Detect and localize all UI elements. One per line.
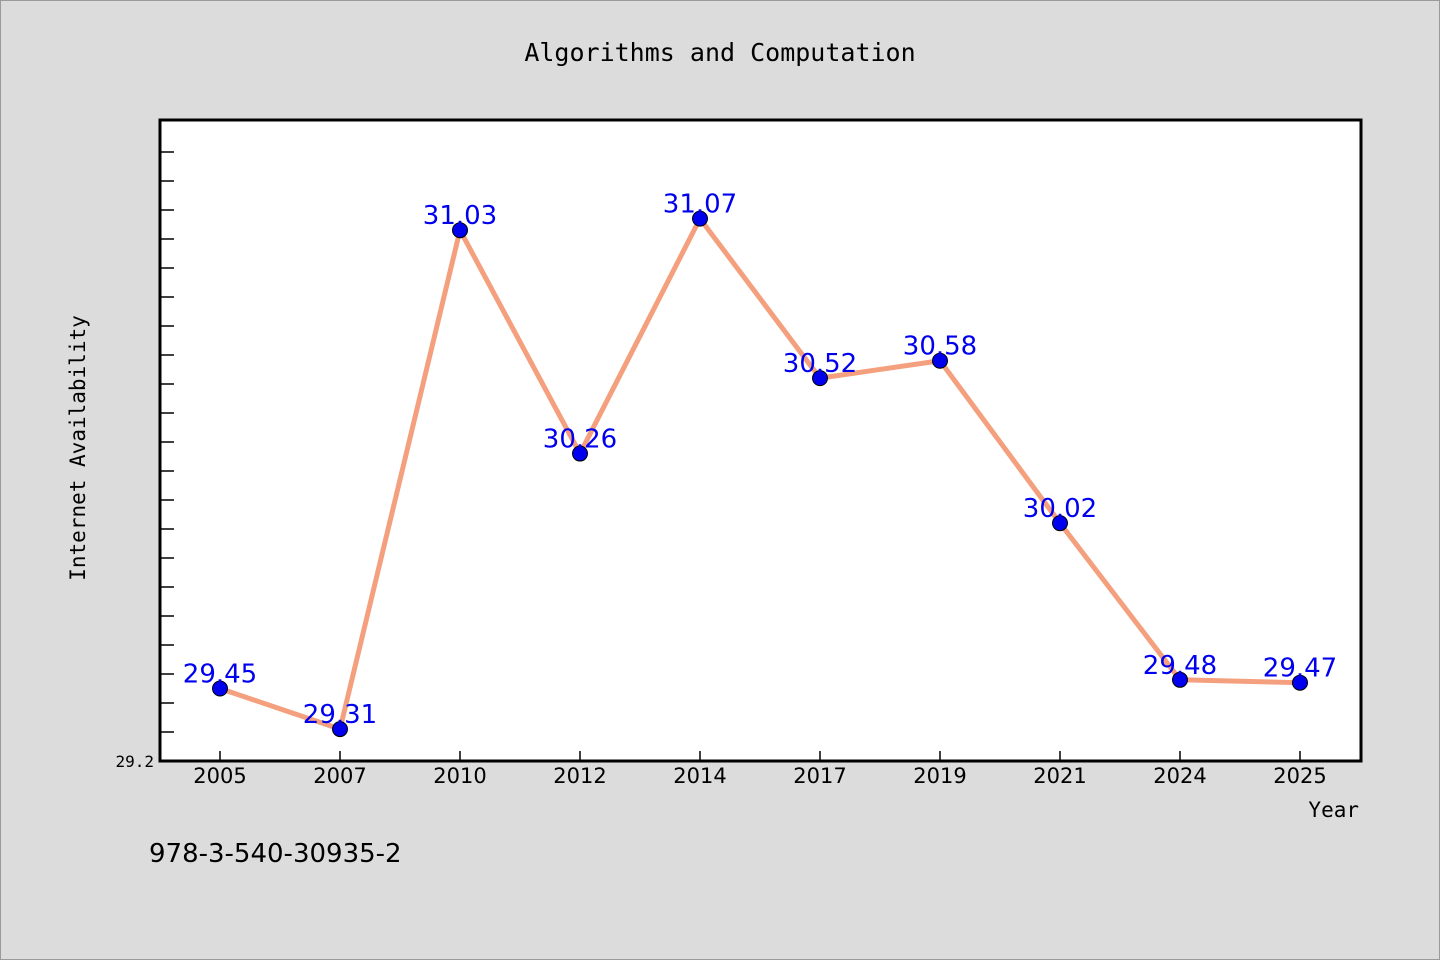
data-label: 31.03 [423,201,497,231]
x-tick-label: 2005 [193,764,246,788]
x-tick-label: 2007 [313,764,366,788]
isbn-annotation: 978-3-540-30935-2 [149,839,402,869]
data-point [212,680,228,697]
data-label: 30.02 [1023,494,1097,524]
x-tick-label: 2017 [793,764,846,788]
data-markers [212,210,1308,738]
x-tick-label: 2025 [1273,764,1326,788]
data-label: 31.07 [663,190,737,220]
data-point [932,352,948,369]
x-axis-ticks: 2005 2007 2010 2012 2014 2017 2019 2021 2024 2025 [193,751,1327,788]
x-tick-label: 2014 [673,764,726,788]
data-point [1172,671,1188,688]
data-label: 29.48 [1143,651,1217,681]
chart-title: Algorithms and Computation [524,38,915,67]
data-point [812,370,828,387]
x-tick-label: 2021 [1033,764,1086,788]
data-point [1052,515,1068,532]
data-point [332,721,348,738]
series-line [217,216,1303,732]
data-label: 30.58 [903,332,977,362]
data-point [1292,674,1308,691]
data-point [452,222,468,239]
x-tick-label: 2024 [1153,764,1206,788]
x-tick-label: 2010 [433,764,486,788]
data-labels: 29.45 29.31 31.03 30.26 31.07 30.52 30.58 30.02… [183,190,1337,730]
data-label: 30.26 [543,425,617,455]
data-label: 30.52 [783,349,857,379]
y-axis-ticks: 29.2 [115,151,174,771]
data-label: 29.47 [1263,654,1337,684]
data-point [692,210,708,227]
data-label: 29.31 [303,700,377,730]
y-tick-label: 29.2 [115,752,154,771]
x-tick-label: 2012 [553,764,606,788]
x-axis-label: Year [1308,798,1359,822]
y-axis-label: Internet Availability [66,315,90,581]
x-tick-label: 2019 [913,764,966,788]
data-label: 29.45 [183,659,257,689]
data-point [572,445,588,462]
